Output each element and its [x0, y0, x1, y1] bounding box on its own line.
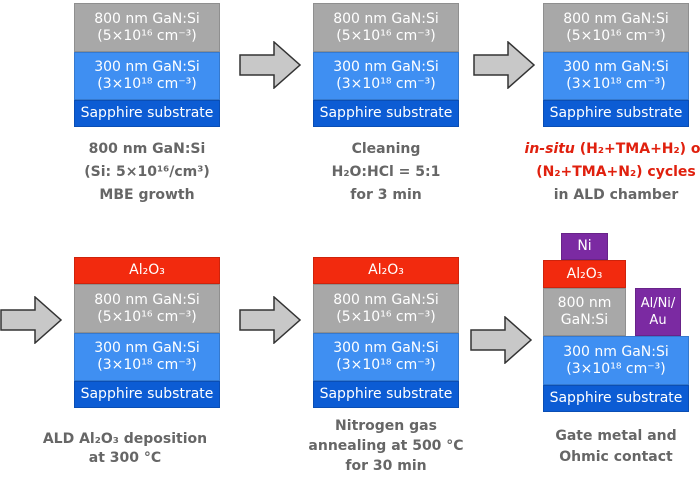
caption-highlight: (H₂+TMA+H₂) or — [579, 141, 700, 157]
caption-line: for 3 min — [350, 187, 422, 203]
caption-line: at 300 °C — [88, 450, 162, 466]
arrow-right-icon — [0, 296, 62, 344]
layer-doping: (3×10¹⁸ cm⁻³) — [97, 357, 197, 373]
layer-label: Al₂O₃ — [129, 262, 165, 278]
caption-line: ALD Al₂O₃ deposition — [42, 431, 208, 447]
al2o3-layer: Al₂O₃ — [543, 260, 626, 288]
layer-doping: (5×10¹⁶ cm⁻³) — [97, 27, 197, 44]
layer-label: Al₂O₃ — [368, 262, 404, 278]
layer-label: Sapphire substrate — [549, 105, 683, 121]
ohmic-contact-metal: Al/Ni/Au — [635, 288, 681, 336]
layer-label: 800 nm — [557, 295, 612, 311]
layer-doping: (5×10¹⁶ cm⁻³) — [336, 308, 436, 325]
ni-gate-metal: Ni — [561, 233, 608, 260]
layer-label: 300 nm GaN:Si — [94, 340, 200, 356]
layer-label: 800 nm GaN:Si — [94, 10, 200, 27]
gan-300nm-layer: 300 nm GaN:Si (3×10¹⁸ cm⁻³) — [74, 52, 220, 100]
caption-line: Gate metal and — [555, 428, 677, 444]
layer-label: Sapphire substrate — [80, 105, 214, 121]
step-5-caption: Nitrogen gas annealing at 500 °C for 30 … — [266, 416, 506, 476]
layer-doping: (3×10¹⁸ cm⁻³) — [97, 76, 197, 92]
gan-800nm-layer: 800 nm GaN:Si (5×10¹⁶ cm⁻³) — [313, 284, 459, 333]
gan-800nm-layer: 800 nm GaN:Si (5×10¹⁶ cm⁻³) — [313, 3, 459, 52]
step-2-caption: Cleaning H₂O:HCl = 5:1 for 3 min — [266, 138, 506, 207]
caption-line: 800 nm GaN:Si — [88, 141, 206, 157]
sapphire-substrate: Sapphire substrate — [313, 100, 459, 127]
gan-800nm-layer: 800 nm GaN:Si (5×10¹⁶ cm⁻³) — [74, 284, 220, 333]
layer-label: 300 nm GaN:Si — [333, 59, 439, 75]
layer-doping: (5×10¹⁶ cm⁻³) — [566, 27, 666, 44]
gan-800nm-layer: 800 nm GaN:Si (5×10¹⁶ cm⁻³) — [74, 3, 220, 52]
caption-highlight: (N₂+TMA+N₂) cycles — [536, 164, 696, 180]
layer-label: Sapphire substrate — [80, 386, 214, 402]
layer-label: 800 nm GaN:Si — [333, 10, 439, 27]
step-1-caption: 800 nm GaN:Si (Si: 5×10¹⁶/cm³) MBE growt… — [27, 138, 267, 207]
step-3-caption: in-situ (H₂+TMA+H₂) or (N₂+TMA+N₂) cycle… — [496, 138, 700, 207]
gan-300nm-layer: 300 nm GaN:Si (3×10¹⁸ cm⁻³) — [74, 333, 220, 381]
arrow-right-icon — [239, 296, 301, 344]
caption-line: (Si: 5×10¹⁶/cm³) — [84, 164, 210, 180]
arrow-right-icon — [473, 41, 535, 89]
caption-line: H₂O:HCl = 5:1 — [331, 164, 441, 180]
caption-line: annealing at 500 °C — [308, 438, 464, 454]
sapphire-substrate: Sapphire substrate — [543, 100, 689, 127]
layer-doping: (3×10¹⁸ cm⁻³) — [566, 76, 666, 92]
al2o3-layer: Al₂O₃ — [74, 257, 220, 284]
caption-line: in-situ (H₂+TMA+H₂) or — [496, 138, 700, 161]
gan-300nm-layer: 300 nm GaN:Si (3×10¹⁸ cm⁻³) — [543, 52, 689, 100]
layer-label: 800 nm GaN:Si — [563, 10, 669, 27]
gan-300nm-layer: 300 nm GaN:Si (3×10¹⁸ cm⁻³) — [313, 52, 459, 100]
sapphire-substrate: Sapphire substrate — [74, 381, 220, 408]
sapphire-substrate: Sapphire substrate — [74, 100, 220, 127]
layer-label: GaN:Si — [560, 312, 609, 328]
layer-label: Sapphire substrate — [549, 390, 683, 406]
layer-label: Al₂O₃ — [566, 265, 603, 282]
arrow-right-icon — [470, 316, 532, 364]
arrow-right-icon — [239, 41, 301, 89]
step-6-caption: Gate metal and Ohmic contact — [496, 426, 700, 468]
sapphire-substrate: Sapphire substrate — [313, 381, 459, 408]
layer-label: 800 nm GaN:Si — [94, 291, 200, 308]
layer-label: Sapphire substrate — [319, 386, 453, 402]
layer-doping: (3×10¹⁸ cm⁻³) — [336, 357, 436, 373]
caption-line: Cleaning — [351, 141, 421, 157]
caption-line: in ALD chamber — [553, 187, 679, 203]
gan-300nm-layer: 300 nm GaN:Si (3×10¹⁸ cm⁻³) — [313, 333, 459, 381]
caption-highlight: in-situ — [524, 141, 575, 157]
layer-label: 300 nm GaN:Si — [333, 340, 439, 356]
caption-line: Nitrogen gas — [335, 418, 437, 434]
layer-doping: (5×10¹⁶ cm⁻³) — [97, 308, 197, 325]
layer-label: 300 nm GaN:Si — [563, 59, 669, 75]
step-4-caption: ALD Al₂O₃ deposition at 300 °C — [10, 428, 240, 470]
layer-label: 800 nm GaN:Si — [333, 291, 439, 308]
layer-label: Ni — [577, 238, 592, 254]
al2o3-layer: Al₂O₃ — [313, 257, 459, 284]
gan-800nm-mesa: 800 nm GaN:Si — [543, 288, 626, 336]
caption-line: for 30 min — [345, 458, 427, 474]
layer-doping: (5×10¹⁶ cm⁻³) — [336, 27, 436, 44]
layer-label: Sapphire substrate — [319, 105, 453, 121]
layer-doping: (3×10¹⁸ cm⁻³) — [566, 360, 666, 377]
layer-doping: (3×10¹⁸ cm⁻³) — [336, 76, 436, 92]
layer-label: Al/Ni/ — [640, 296, 676, 311]
layer-label: 300 nm GaN:Si — [563, 343, 669, 360]
layer-label: Au — [649, 313, 667, 328]
gan-800nm-layer: 800 nm GaN:Si (5×10¹⁶ cm⁻³) — [543, 3, 689, 52]
gan-300nm-layer: 300 nm GaN:Si (3×10¹⁸ cm⁻³) — [543, 336, 689, 385]
sapphire-substrate: Sapphire substrate — [543, 385, 689, 412]
layer-label: 300 nm GaN:Si — [94, 59, 200, 75]
caption-line: MBE growth — [99, 187, 195, 203]
caption-line: Ohmic contact — [559, 449, 673, 465]
